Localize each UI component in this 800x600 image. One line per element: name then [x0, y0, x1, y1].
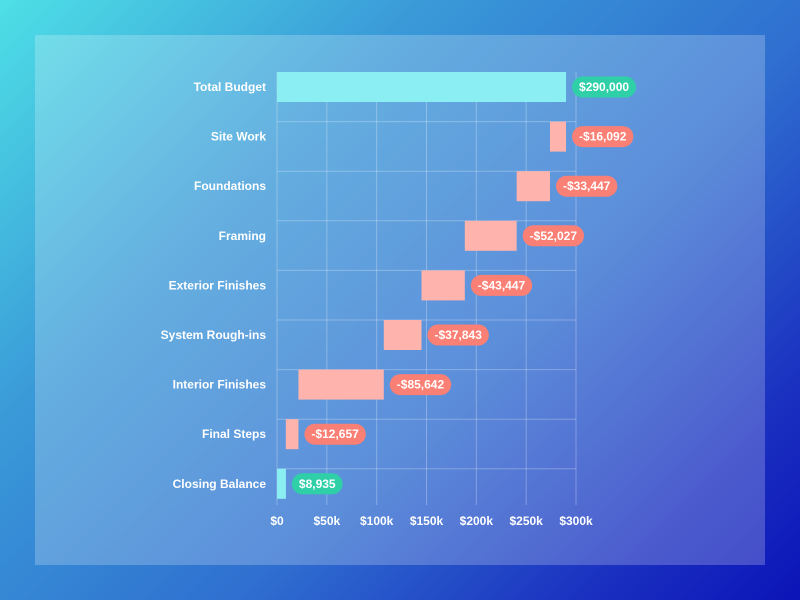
value-badge: [304, 423, 366, 445]
total-bar: [277, 72, 567, 102]
category-label: Foundations: [194, 179, 266, 193]
category-label: Final Steps: [202, 427, 266, 441]
category-label: Closing Balance: [173, 477, 267, 491]
value-label: -$37,843: [435, 328, 483, 342]
category-label: Framing: [219, 229, 266, 243]
value-label: $290,000: [579, 80, 629, 94]
chart-panel: $0 $50k $100k $150k $200k $250k $300k Total Bud…: [35, 35, 765, 565]
value-label: -$43,447: [478, 278, 526, 292]
delta-bar: [285, 419, 299, 450]
delta-bar: [549, 121, 567, 152]
x-tick-label: $300k: [559, 514, 593, 528]
value-label: $8,935: [299, 477, 336, 491]
value-label: -$85,642: [397, 378, 445, 392]
category-label: Interior Finishes: [173, 378, 267, 392]
x-tick-label: $200k: [460, 514, 494, 528]
value-badge: [555, 175, 618, 197]
delta-bar: [516, 171, 550, 202]
category-label: Exterior Finishes: [169, 278, 267, 292]
delta-bar: [298, 369, 384, 400]
value-badge: [572, 76, 637, 98]
delta-bar: [464, 220, 517, 251]
value-badge: [470, 274, 533, 296]
value-label: -$33,447: [563, 179, 611, 193]
value-badge: [291, 473, 343, 495]
labels: $0 $50k $100k $150k $200k $250k $300k Total Bud…: [161, 76, 637, 528]
value-badge: [389, 374, 452, 396]
bars: [277, 72, 567, 499]
x-tick-label: $0: [270, 514, 284, 528]
category-label: Site Work: [211, 130, 266, 144]
x-tick-label: $100k: [360, 514, 394, 528]
value-badge: [427, 324, 489, 346]
value-badge: [522, 225, 585, 247]
value-badge: [572, 126, 634, 148]
value-label: -$16,092: [579, 130, 627, 144]
x-tick-label: $150k: [410, 514, 444, 528]
delta-bar: [383, 320, 422, 350]
x-tick-label: $250k: [509, 514, 543, 528]
category-label: System Rough-ins: [161, 328, 267, 342]
value-label: -$52,027: [530, 229, 578, 243]
value-label: -$12,657: [311, 427, 359, 441]
x-tick-label: $50k: [313, 514, 340, 528]
category-label: Total Budget: [194, 80, 266, 94]
waterfall-chart: $0 $50k $100k $150k $200k $250k $300k Total Bud…: [161, 72, 637, 528]
delta-bar: [421, 270, 465, 301]
total-bar: [277, 468, 286, 499]
